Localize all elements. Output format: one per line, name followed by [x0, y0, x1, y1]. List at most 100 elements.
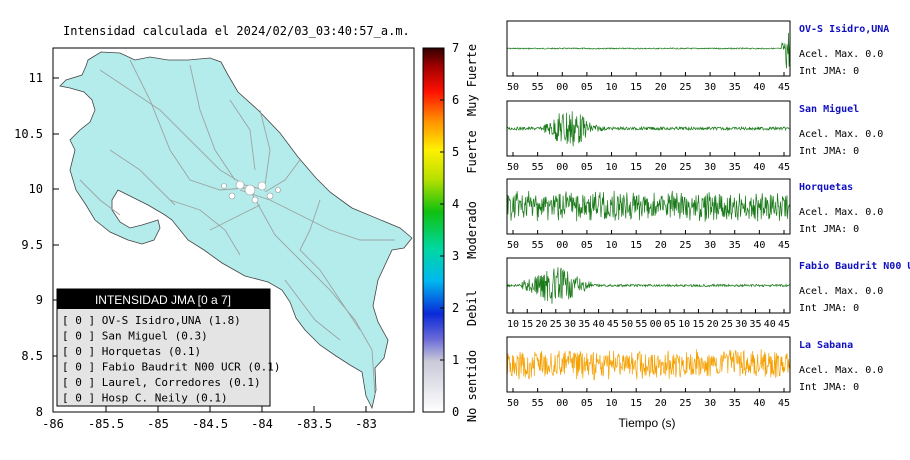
map-y-tick-label: 10.5: [14, 127, 43, 141]
map-panel: -86 -85.5 -85 -84.5 -84 -83.5 -83 11 10.5 10 9.5 9…: [14, 47, 415, 431]
road-network: [79, 59, 395, 396]
waveform-tick-label: 45: [607, 319, 619, 330]
station-name: Fabio Baudrit N00 UCR: [799, 260, 910, 272]
waveform-tick-label: 55: [532, 82, 544, 93]
station-int-jma: Int JMA: 0: [799, 382, 859, 393]
waveform-tick-label: 00: [556, 240, 568, 251]
waveform-tick-label: 15: [630, 240, 642, 251]
waveform-tick-label: 10: [606, 82, 618, 93]
waveform-frame: [506, 20, 791, 77]
waveform-tick-label: 50: [507, 162, 519, 173]
waveform-tick-label: 25: [679, 240, 691, 251]
map-y-tick-label: 9.5: [21, 238, 43, 252]
waveform-trace: [506, 267, 791, 304]
legend-title: INTENSIDAD JMA [0 a 7]: [95, 293, 231, 307]
waveform-tick-label: 55: [532, 398, 544, 409]
legend-item: [ 0 ] San Miguel (0.3): [62, 330, 208, 343]
waveform-trace: [506, 32, 791, 69]
colorbar-labels: No sentido Debil Moderado Fuerte Muy Fuerte: [465, 44, 479, 422]
waveform-trace: [506, 111, 791, 147]
waveform-tick-label: 55: [532, 240, 544, 251]
colorbar-scale: [422, 47, 445, 413]
waveform-tick-label: 35: [729, 398, 741, 409]
waveform-tick-label: 55: [532, 162, 544, 173]
waveform-tick-label: 35: [578, 319, 590, 330]
waveform-tick-label: 10: [507, 319, 519, 330]
costa-rica-landmass: [59, 51, 413, 410]
waveform-tick-label: 05: [581, 398, 593, 409]
waveform-tick-label: 20: [536, 319, 548, 330]
waveform-tick-label: 35: [729, 82, 741, 93]
colorbar: 0 1 2 3 4 5 6 7 No sentido Debil Moderado Fuerte Mu…: [422, 41, 479, 422]
station-name: Horquetas: [799, 182, 853, 193]
map-x-tick-label: -83: [355, 417, 377, 431]
map-title: Intensidad calculada el 2024/02/03_03:40…: [63, 24, 410, 38]
map-y-tick-label: 10: [29, 182, 43, 196]
waveform-tick-label: 40: [753, 398, 765, 409]
waveform-tick-label: 45: [778, 398, 790, 409]
waveform-tick-label: 40: [593, 319, 605, 330]
station-name: OV-S Isidro,UNA: [799, 23, 889, 35]
station-acel-max: Acel. Max. 0.0: [799, 129, 883, 140]
waveform-panel: 50 55 00 05 10 15 20 25 30 35 40 45 La Sabana Acel. M…: [506, 336, 883, 409]
station-int-jma: Int JMA: 0: [799, 66, 859, 77]
waveform-tick-label: 30: [704, 240, 716, 251]
station-int-jma: Int JMA: 0: [799, 303, 859, 314]
colorbar-tick-label: 1: [452, 353, 459, 367]
waveform-tick-label: 55: [635, 319, 647, 330]
waveform-tick-label: 30: [735, 319, 747, 330]
map-y-tick-label: 8: [36, 405, 43, 419]
colorbar-tick-label: 5: [452, 145, 459, 159]
station-acel-max: Acel. Max. 0.0: [799, 286, 883, 297]
waveform-tick-label: 10: [606, 162, 618, 173]
map-y-tick-label: 8.5: [21, 349, 43, 363]
waveform-tick-label: 05: [581, 82, 593, 93]
colorbar-category-label: Moderado: [465, 201, 479, 259]
colorbar-category-label: Muy Fuerte: [465, 44, 479, 116]
map-x-tick-label: -85.5: [88, 417, 124, 431]
colorbar-ticks: 0 1 2 3 4 5 6 7: [440, 41, 459, 419]
waveform-tick-label: 50: [507, 398, 519, 409]
colorbar-tick-label: 6: [452, 93, 459, 107]
map-y-tick-label: 11: [29, 71, 43, 85]
waveform-tick-label: 35: [729, 240, 741, 251]
legend-header: [57, 289, 270, 309]
waveform-tick-label: 40: [764, 319, 776, 330]
legend-item: [ 0 ] Hosp C. Neily (0.1): [62, 392, 228, 405]
waveform-tick-label: 05: [581, 240, 593, 251]
waveform-tick-label: 50: [507, 240, 519, 251]
waveform-tick-label: 25: [550, 319, 562, 330]
map-x-tick-label: -84: [251, 417, 273, 431]
waveform-tick-label: 05: [664, 319, 676, 330]
waveform-tick-label: 35: [749, 319, 761, 330]
waveform-frame: [506, 336, 791, 393]
waveform-tick-label: 10: [678, 319, 690, 330]
waveform-frame: [506, 178, 791, 235]
waveform-tick-label: 30: [704, 398, 716, 409]
waveform-trace: [506, 190, 791, 222]
map-y-tick-label: 9: [36, 293, 43, 307]
station-name: La Sabana: [799, 340, 853, 351]
waveform-tick-label: 00: [556, 398, 568, 409]
map-x-axis: -86 -85.5 -85 -84.5 -84 -83.5 -83: [42, 406, 377, 431]
waveform-tick-label: 15: [692, 319, 704, 330]
waveform-tick-label: 20: [655, 162, 667, 173]
waveform-tick-label: 25: [721, 319, 733, 330]
waveform-tick-label: 15: [630, 82, 642, 93]
colorbar-category-label: Debil: [465, 290, 479, 326]
urban-area: [221, 180, 281, 204]
waveform-tick-label: 35: [729, 162, 741, 173]
map-x-tick-label: -83.5: [296, 417, 332, 431]
waveform-tick-label: 20: [655, 82, 667, 93]
legend-item: [ 0 ] Horquetas (0.1): [62, 345, 201, 358]
legend-item: [ 0 ] Fabio Baudrit N00 UCR (0.1): [62, 361, 281, 374]
waveform-tick-label: 40: [753, 82, 765, 93]
waveform-tick-label: 00: [556, 162, 568, 173]
waveform-tick-label: 50: [621, 319, 633, 330]
colorbar-tick-label: 0: [452, 405, 459, 419]
station-acel-max: Acel. Max. 0.0: [799, 49, 883, 60]
colorbar-category-label: Fuerte: [465, 130, 479, 173]
time-axis-label: Tiempo (s): [619, 416, 676, 430]
